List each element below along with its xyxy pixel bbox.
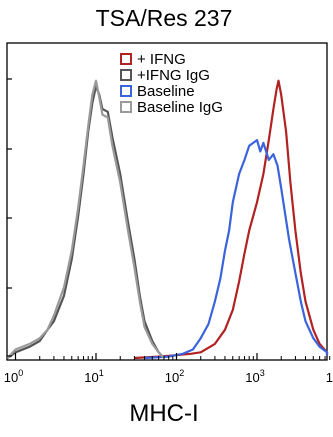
legend-label: Baseline xyxy=(137,83,195,100)
plot-area: 100 101 102 103 104 xyxy=(4,42,333,385)
legend-swatch xyxy=(120,101,132,113)
legend-swatch xyxy=(120,85,132,97)
x-axis-ticks: 100 101 102 103 104 xyxy=(4,353,333,385)
legend-swatch xyxy=(120,53,132,65)
x-tick-label: 103 xyxy=(245,368,264,385)
chart-title: TSA/Res 237 xyxy=(96,5,233,31)
series-line-3 xyxy=(6,79,165,359)
legend-label: + IFNG xyxy=(137,51,186,68)
legend-label: +IFNG IgG xyxy=(137,67,210,84)
series-line-0 xyxy=(134,79,329,360)
x-axis-label: MHC-I xyxy=(129,400,198,427)
x-tick-label: 104 xyxy=(326,368,333,385)
x-tick-label: 102 xyxy=(165,368,184,385)
series-line-1 xyxy=(7,85,165,359)
y-axis-ticks xyxy=(7,78,12,357)
series-line-2 xyxy=(144,139,329,360)
x-tick-label: 100 xyxy=(4,368,23,385)
legend-label: Baseline IgG xyxy=(137,99,223,116)
legend-swatch xyxy=(120,69,132,81)
plot-frame xyxy=(6,42,328,361)
series-layer xyxy=(6,79,329,360)
x-tick-label: 101 xyxy=(84,368,103,385)
